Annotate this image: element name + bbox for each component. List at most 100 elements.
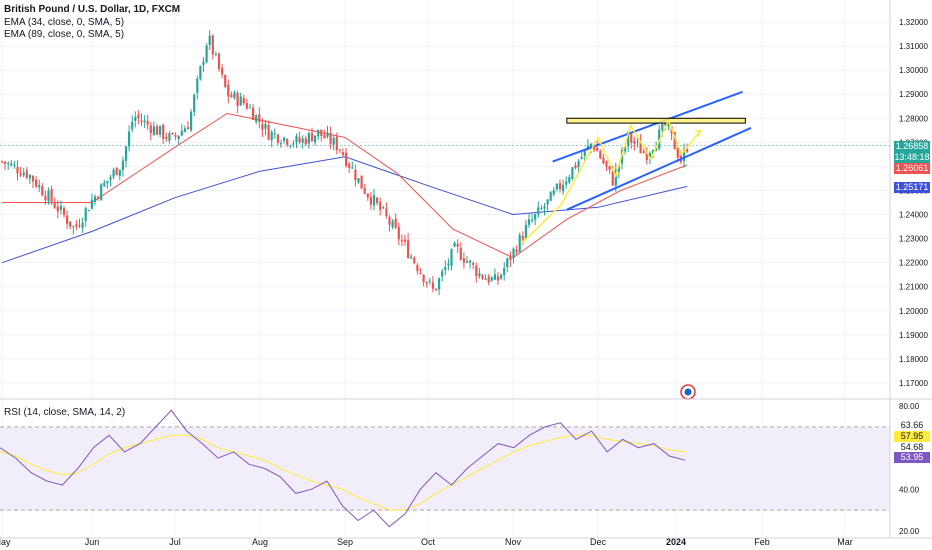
candle-up [524, 224, 527, 239]
candle-down [25, 170, 28, 178]
candle-down [456, 244, 459, 247]
candle-up [38, 184, 41, 188]
time-tick-label: Oct [421, 537, 436, 547]
candle-down [217, 53, 221, 70]
candle-up [208, 35, 211, 46]
candle-down [664, 122, 667, 126]
candle-down [369, 196, 372, 205]
candle-down [69, 221, 72, 227]
candle-up [617, 165, 620, 172]
candle-down [174, 135, 177, 137]
candle-down [639, 141, 642, 154]
candle-down [403, 239, 407, 242]
candle-down [419, 273, 422, 275]
candle-up [270, 131, 273, 141]
logo-core [684, 388, 692, 396]
candles [0, 30, 689, 296]
candle-down [642, 151, 645, 153]
candle-up [537, 207, 540, 215]
candle-up [128, 131, 131, 147]
ema34-layer [2, 112, 688, 259]
candle-down [496, 276, 500, 281]
rsi-tick-label: 40.00 [899, 485, 920, 494]
candle-up [193, 94, 196, 112]
candle-down [186, 127, 190, 130]
candle-down [78, 225, 81, 227]
candle-down [0, 161, 4, 163]
candle-up [493, 274, 496, 280]
candle-down [345, 152, 348, 166]
candle-up [317, 129, 320, 137]
price-tick-label: 1.18000 [899, 355, 928, 364]
candle-down [335, 136, 338, 151]
candle-down [75, 224, 78, 227]
rsi-value-badge: 53.95 [894, 452, 930, 463]
price-tick-label: 1.19000 [899, 331, 928, 340]
price-tick-label: 1.24000 [899, 211, 928, 220]
candle-down [16, 166, 19, 174]
candle-up [81, 222, 84, 228]
candle-down [407, 240, 410, 258]
candle-down [487, 276, 490, 283]
price-tick-label: 1.23000 [899, 235, 928, 244]
candle-down [242, 98, 245, 104]
candle-up [438, 278, 441, 290]
candle-down [267, 125, 270, 140]
candle-up [447, 263, 450, 266]
candle-down [630, 134, 633, 143]
candle-up [255, 115, 258, 122]
price-tick-label: 1.20000 [899, 307, 928, 316]
candle-down [394, 218, 397, 228]
candle-down [41, 186, 44, 196]
time-tick-label: Sep [337, 537, 353, 547]
time-tick-label: Mar [837, 537, 853, 547]
candle-up [7, 163, 10, 165]
candle-up [506, 258, 509, 268]
candle-down [354, 169, 357, 181]
candle-down [298, 137, 301, 143]
candle-up [428, 280, 431, 282]
candle-up [589, 143, 593, 147]
candle-up [143, 120, 146, 123]
candle-down [97, 197, 100, 199]
candle-down [481, 274, 484, 279]
candle-up [10, 163, 13, 166]
channel-upper-line [552, 90, 743, 163]
candle-down [56, 206, 59, 212]
candle-down [348, 163, 351, 168]
price-tick-label: 1.28000 [899, 114, 928, 123]
candle-up [484, 278, 487, 280]
ema89-badge: 1.25171 [894, 182, 930, 193]
candle-up [289, 145, 292, 147]
candle-up [59, 205, 62, 210]
candle-up [549, 192, 552, 201]
candle-down [338, 149, 341, 151]
candle-down [31, 175, 35, 182]
price-tick-label: 1.22000 [899, 259, 928, 268]
time-tick-label: Jul [169, 537, 181, 547]
candle-up [441, 271, 444, 277]
candle-up [196, 78, 199, 93]
candle-down [521, 235, 524, 240]
candle-up [568, 177, 571, 183]
candle-down [62, 208, 66, 216]
time-tick-label: 2024 [666, 537, 686, 547]
candle-up [134, 117, 137, 121]
candle-down [19, 173, 22, 176]
candle-up [152, 126, 155, 135]
candle-up [518, 234, 521, 253]
candle-down [146, 120, 149, 125]
candle-down [434, 288, 438, 291]
candle-up [450, 249, 453, 266]
candle-up [239, 96, 242, 106]
price-tick-label: 1.17000 [899, 379, 928, 388]
candle-up [512, 248, 515, 259]
candle-up [469, 260, 472, 263]
candle-up [478, 273, 481, 277]
candle-down [645, 152, 648, 161]
countdown-badge: 13:48:18 [894, 152, 930, 163]
candle-up [543, 206, 546, 209]
candle-up [112, 169, 115, 177]
candle-up [177, 135, 180, 139]
candle-down [676, 148, 679, 158]
